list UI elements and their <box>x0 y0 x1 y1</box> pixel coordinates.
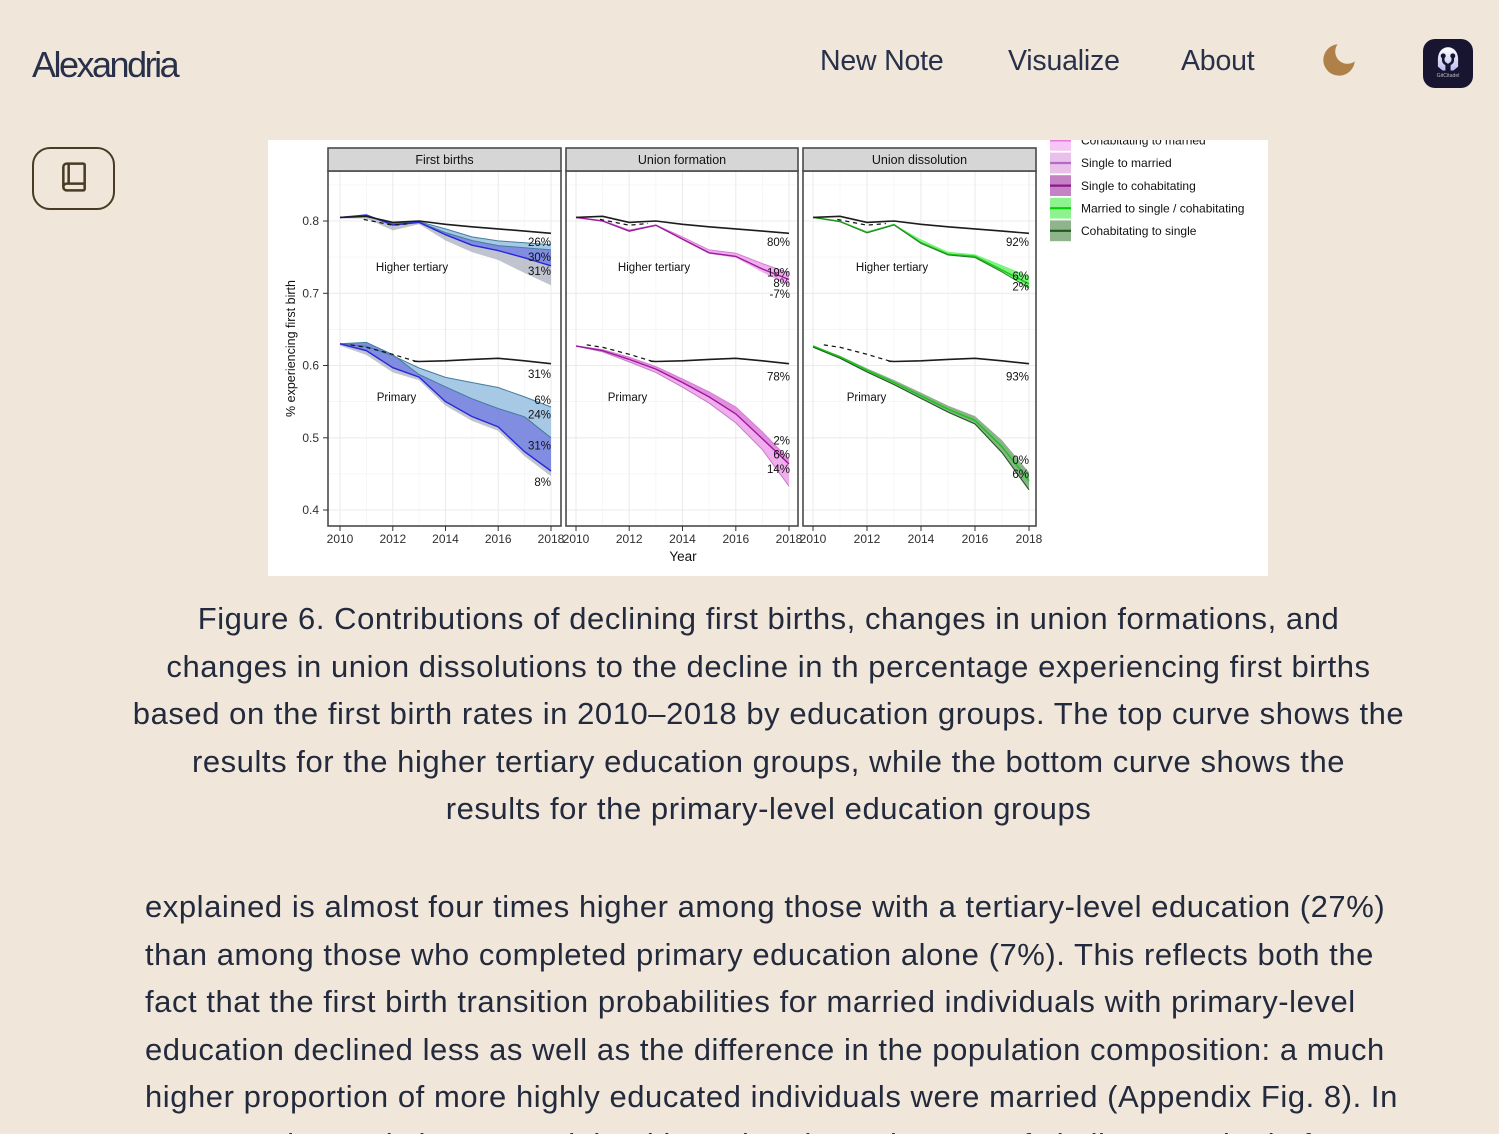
svg-text:Year: Year <box>669 549 697 564</box>
svg-text:2010: 2010 <box>800 532 827 546</box>
svg-text:2012: 2012 <box>854 532 881 546</box>
svg-text:2018: 2018 <box>776 532 803 546</box>
svg-text:% experiencing first birth: % experiencing first birth <box>284 280 298 417</box>
svg-text:2018: 2018 <box>538 532 565 546</box>
svg-text:Union dissolution: Union dissolution <box>872 153 967 167</box>
svg-text:26%: 26% <box>528 237 551 249</box>
svg-text:6%: 6% <box>1012 271 1029 283</box>
svg-text:Union formation: Union formation <box>638 153 726 167</box>
svg-text:0%: 0% <box>1012 455 1029 467</box>
svg-text:24%: 24% <box>528 410 551 422</box>
svg-text:8%: 8% <box>534 477 551 489</box>
svg-text:31%: 31% <box>528 369 551 381</box>
svg-text:80%: 80% <box>767 237 790 249</box>
svg-text:8%: 8% <box>773 278 790 290</box>
svg-text:2%: 2% <box>1012 282 1029 294</box>
svg-text:6%: 6% <box>1012 469 1029 481</box>
svg-text:Single to cohabitating: Single to cohabitating <box>1081 179 1196 193</box>
svg-text:2016: 2016 <box>485 532 512 546</box>
svg-text:2012: 2012 <box>616 532 643 546</box>
svg-text:0.7: 0.7 <box>302 286 319 300</box>
svg-text:-7%: -7% <box>770 289 790 301</box>
svg-text:93%: 93% <box>1006 371 1029 383</box>
svg-text:31%: 31% <box>528 441 551 453</box>
svg-text:2014: 2014 <box>669 532 696 546</box>
svg-text:2010: 2010 <box>563 532 590 546</box>
svg-text:0.8: 0.8 <box>302 214 319 228</box>
svg-text:2012: 2012 <box>379 532 406 546</box>
svg-text:2010: 2010 <box>327 532 354 546</box>
svg-text:6%: 6% <box>534 395 551 407</box>
svg-text:31%: 31% <box>528 266 551 278</box>
svg-text:30%: 30% <box>528 252 551 264</box>
svg-text:2014: 2014 <box>432 532 459 546</box>
svg-text:2014: 2014 <box>908 532 935 546</box>
svg-text:Higher tertiary: Higher tertiary <box>618 262 690 274</box>
svg-text:Primary: Primary <box>608 392 648 404</box>
svg-text:Cohabitating to single: Cohabitating to single <box>1081 224 1197 238</box>
svg-text:Higher tertiary: Higher tertiary <box>376 262 448 274</box>
svg-text:First births: First births <box>415 153 473 167</box>
svg-text:Higher tertiary: Higher tertiary <box>856 262 928 274</box>
svg-text:Primary: Primary <box>847 392 887 404</box>
svg-text:2016: 2016 <box>962 532 989 546</box>
svg-text:0.4: 0.4 <box>302 503 319 517</box>
svg-text:0.5: 0.5 <box>302 431 319 445</box>
svg-text:Married to single / cohabitati: Married to single / cohabitating <box>1081 201 1244 215</box>
svg-text:2%: 2% <box>773 435 790 447</box>
svg-text:0.6: 0.6 <box>302 359 319 373</box>
svg-text:GitCitadel: GitCitadel <box>1437 73 1460 79</box>
svg-text:Single to married: Single to married <box>1081 156 1172 170</box>
svg-text:2018: 2018 <box>1016 532 1043 546</box>
svg-text:6%: 6% <box>773 449 790 461</box>
svg-text:Cohabitating to married: Cohabitating to married <box>1081 140 1206 148</box>
svg-text:19%: 19% <box>767 267 790 279</box>
svg-text:78%: 78% <box>767 371 790 383</box>
svg-text:Primary: Primary <box>377 392 417 404</box>
svg-text:14%: 14% <box>767 464 790 476</box>
svg-text:2016: 2016 <box>722 532 749 546</box>
svg-text:92%: 92% <box>1006 237 1029 249</box>
